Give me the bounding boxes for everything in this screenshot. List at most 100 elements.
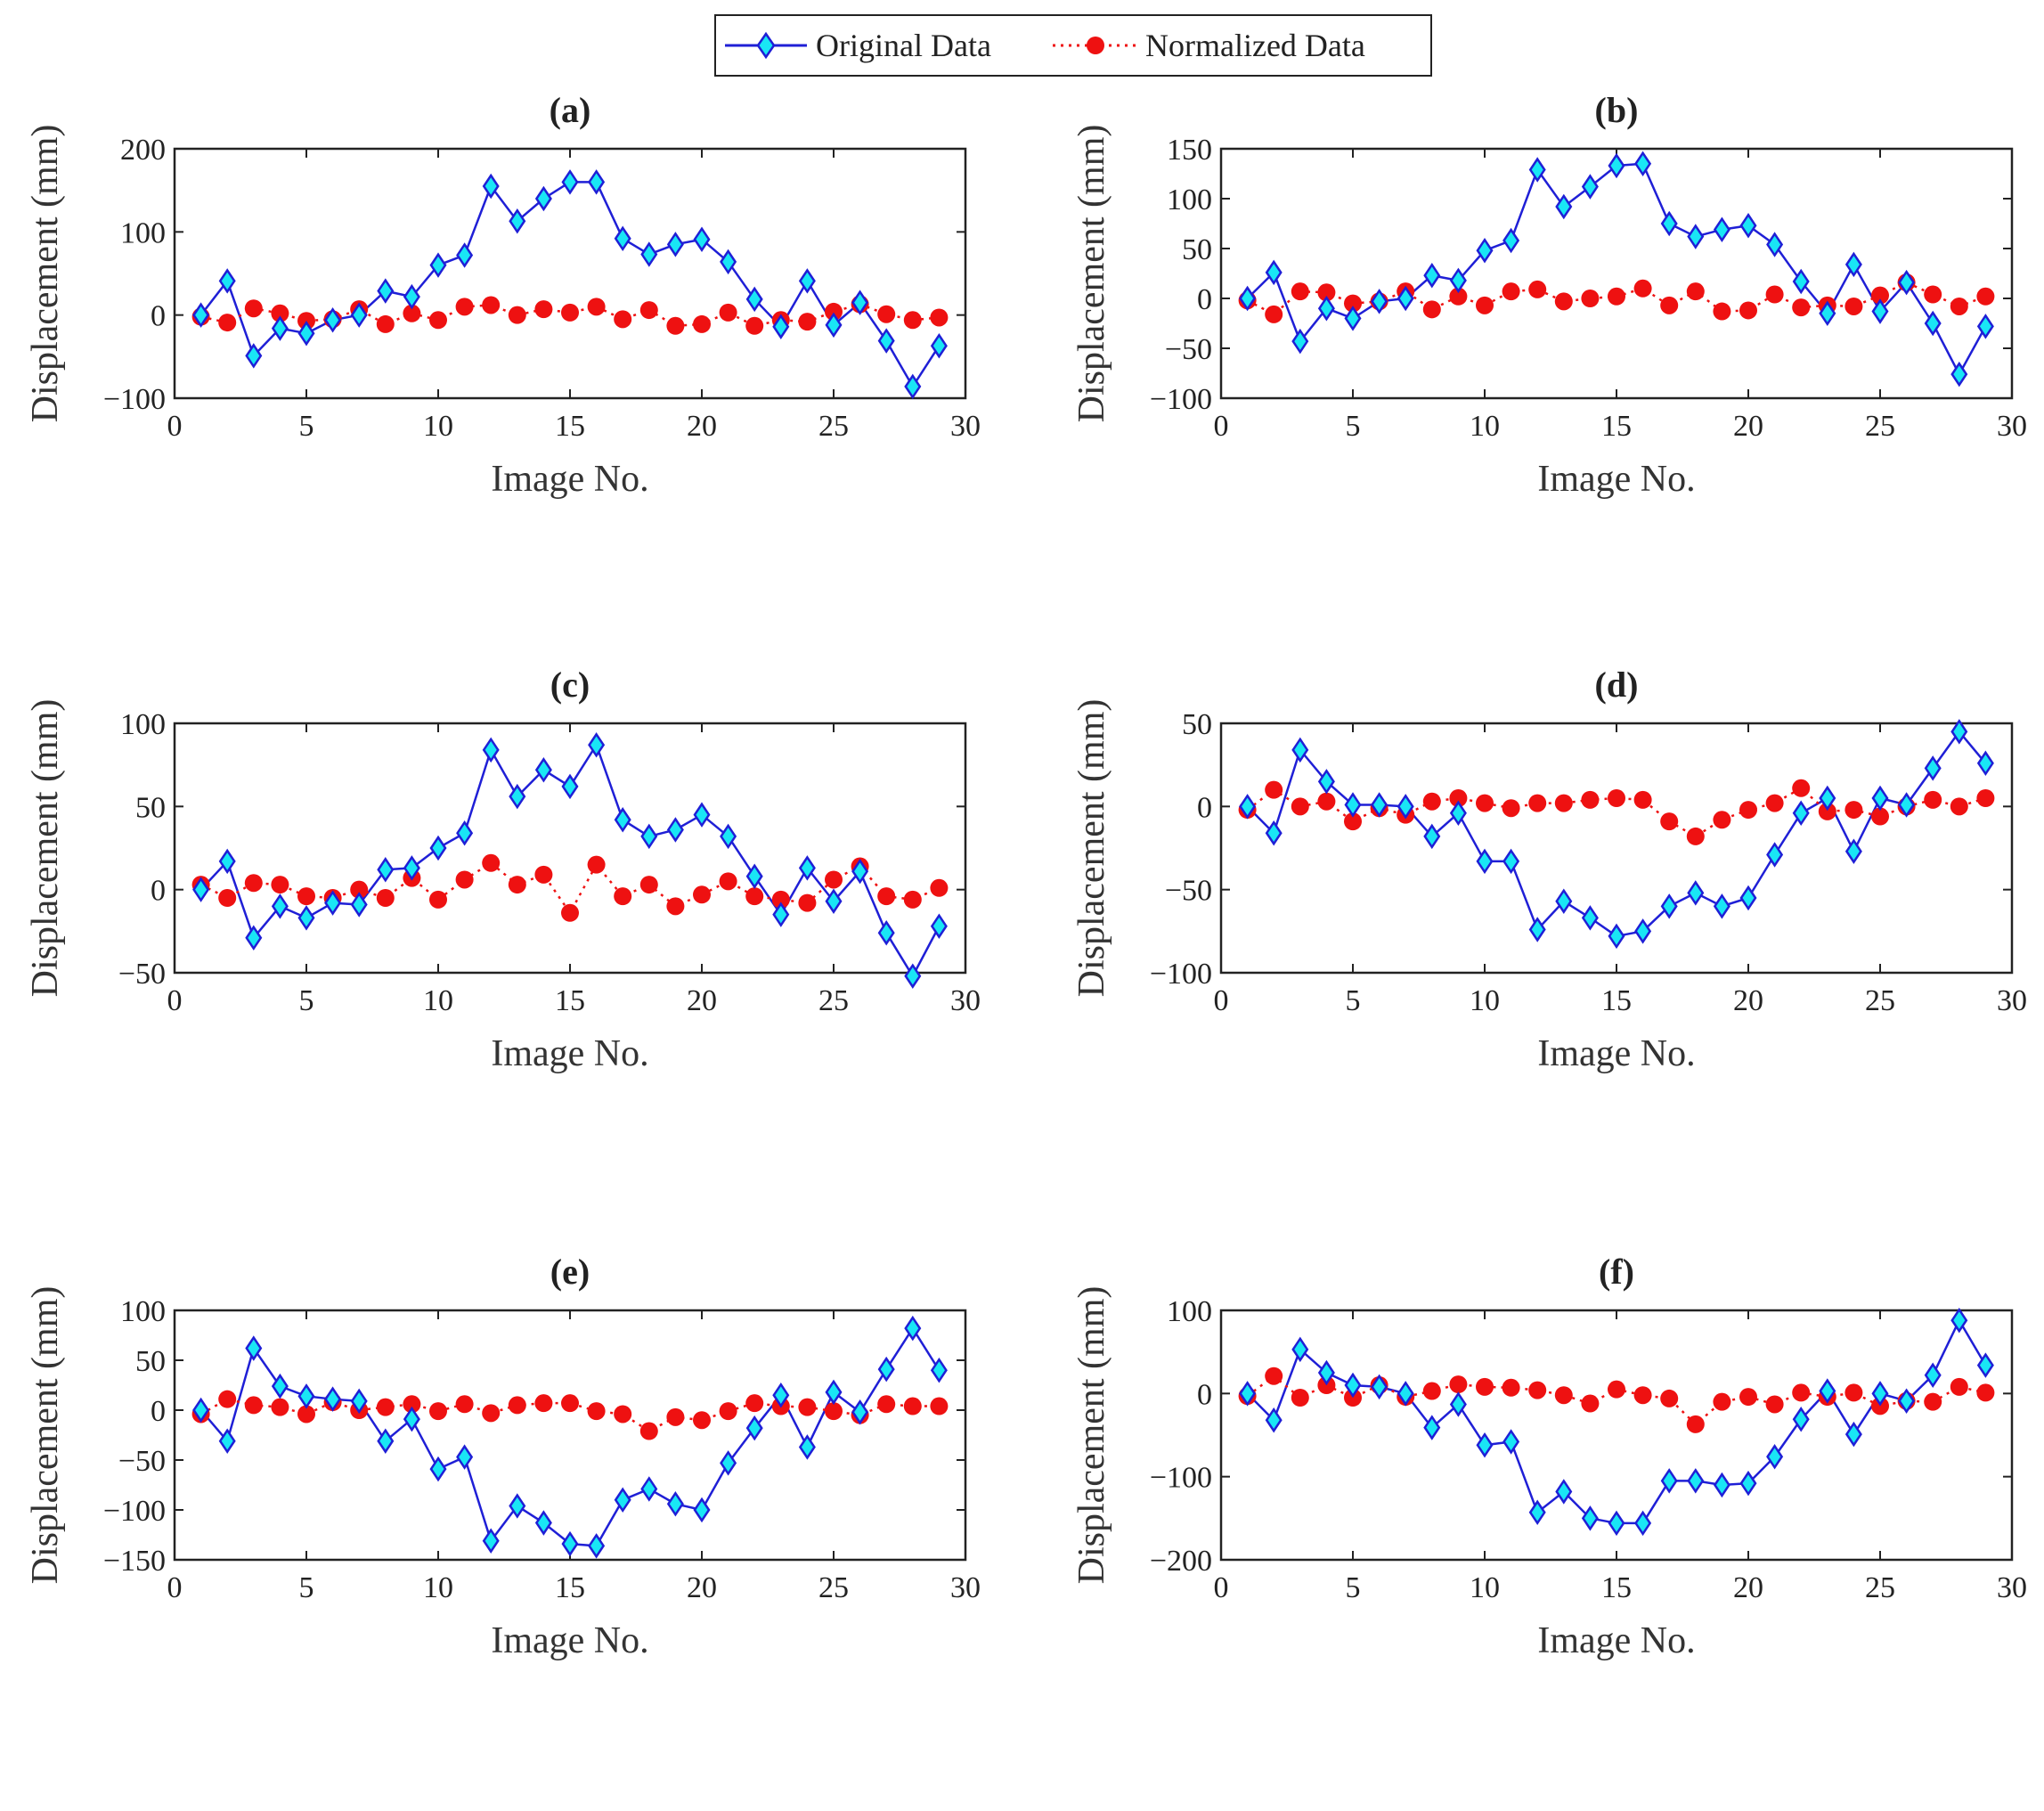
original-point xyxy=(1449,1391,1467,1417)
normalized-point xyxy=(930,1397,949,1415)
y-tick-label: −50 xyxy=(1165,333,1212,366)
original-point xyxy=(1687,224,1705,249)
original-point xyxy=(350,302,368,328)
original-point xyxy=(456,242,474,268)
x-tick-label: 5 xyxy=(1346,1571,1361,1604)
original-point xyxy=(534,757,552,783)
normalized-point xyxy=(218,889,237,907)
original-point xyxy=(561,169,579,195)
original-point xyxy=(1792,800,1810,827)
original-point xyxy=(1634,918,1652,944)
panel-title: (e) xyxy=(550,1252,590,1292)
normalized-point xyxy=(719,872,737,891)
normalized-point xyxy=(877,1395,896,1414)
x-axis-label: Image No. xyxy=(491,459,648,500)
panel-e: 0 5 10 15 20 25 30 −150 −100 −50 0 50 100 (e) Image No… xyxy=(25,1252,981,1661)
normalized-point xyxy=(639,876,658,894)
x-axis-label: Image No. xyxy=(1537,1033,1695,1074)
original-point xyxy=(1528,1499,1546,1526)
y-tick-label: 50 xyxy=(135,1345,166,1378)
normalized-point xyxy=(1608,287,1625,306)
normalized-point xyxy=(903,890,922,909)
normalized-point xyxy=(1686,1415,1705,1433)
original-point xyxy=(1819,1378,1836,1404)
y-tick-label: −200 xyxy=(1150,1545,1212,1578)
x-tick-label: 30 xyxy=(950,1571,981,1604)
normalized-point xyxy=(1476,296,1494,314)
normalized-point xyxy=(1844,801,1863,820)
normalized-point xyxy=(561,903,579,922)
original-point xyxy=(1608,1510,1625,1537)
original-point xyxy=(877,919,895,946)
original-point xyxy=(1371,289,1388,314)
normalized-point xyxy=(1686,827,1705,845)
plot-frame xyxy=(1219,147,2014,400)
original-point xyxy=(1265,1407,1283,1433)
x-tick-label: 30 xyxy=(950,410,981,443)
x-tick-label: 0 xyxy=(167,410,183,443)
original-point xyxy=(1581,1505,1599,1531)
original-point xyxy=(192,302,210,328)
normalized-point xyxy=(1449,1375,1468,1394)
normalized-point xyxy=(1924,790,1942,809)
normalized-point xyxy=(798,893,817,912)
normalized-point xyxy=(1502,1378,1520,1397)
normalized-point xyxy=(1844,1383,1863,1402)
y-tick-label: 0 xyxy=(151,1395,166,1428)
normalized-point xyxy=(1633,790,1652,809)
normalized-point xyxy=(271,876,289,894)
panel-title: (a) xyxy=(550,90,591,130)
original-point xyxy=(640,1476,658,1502)
normalized-point xyxy=(297,887,315,906)
normalized-point xyxy=(693,314,711,333)
x-tick-label: 0 xyxy=(1214,410,1229,443)
original-point xyxy=(297,1383,315,1409)
normalized-point xyxy=(719,1402,737,1421)
normalized-point xyxy=(1686,282,1705,301)
normalized-point xyxy=(825,870,843,889)
original-point xyxy=(1819,300,1836,327)
legend-original-label: Original Data xyxy=(816,28,991,63)
normalized-point xyxy=(1660,812,1679,831)
normalized-point xyxy=(455,298,474,316)
original-point xyxy=(693,802,711,828)
normalized-point xyxy=(639,301,658,320)
normalized-point xyxy=(1581,1394,1600,1413)
normalized-point xyxy=(903,311,922,330)
normalized-point xyxy=(614,887,632,906)
legend-normalized-label: Normalized Data xyxy=(1145,28,1365,63)
original-point xyxy=(429,252,447,278)
normalized-point xyxy=(561,303,579,322)
original-point xyxy=(1766,1444,1784,1470)
original-point xyxy=(1239,285,1257,312)
original-point xyxy=(798,268,816,294)
original-point xyxy=(245,925,263,951)
normalized-point xyxy=(771,890,790,909)
normalized-point xyxy=(1291,282,1309,301)
original-point xyxy=(851,858,869,885)
original-point xyxy=(1898,792,1916,818)
original-point xyxy=(534,1510,552,1536)
original-point xyxy=(930,1357,948,1383)
original-point xyxy=(745,863,763,889)
original-point xyxy=(1476,237,1494,264)
original-point xyxy=(482,737,500,763)
y-tick-label: −50 xyxy=(1165,875,1212,908)
original-point xyxy=(1502,848,1520,875)
normalized-point xyxy=(244,1396,263,1415)
normalized-point xyxy=(877,887,896,906)
original-point xyxy=(534,185,552,212)
original-series-line xyxy=(200,181,941,388)
normalized-point xyxy=(1792,779,1811,797)
original-point xyxy=(561,773,579,800)
original-point xyxy=(1502,1429,1520,1455)
normalized-point xyxy=(1344,812,1362,831)
original-point xyxy=(1317,769,1335,795)
panel-title: (b) xyxy=(1595,90,1639,130)
y-tick-label: 0 xyxy=(1197,1378,1212,1411)
original-point xyxy=(482,1528,500,1554)
original-point xyxy=(1792,1407,1810,1432)
normalized-point xyxy=(1581,790,1600,809)
original-point xyxy=(1555,888,1573,914)
